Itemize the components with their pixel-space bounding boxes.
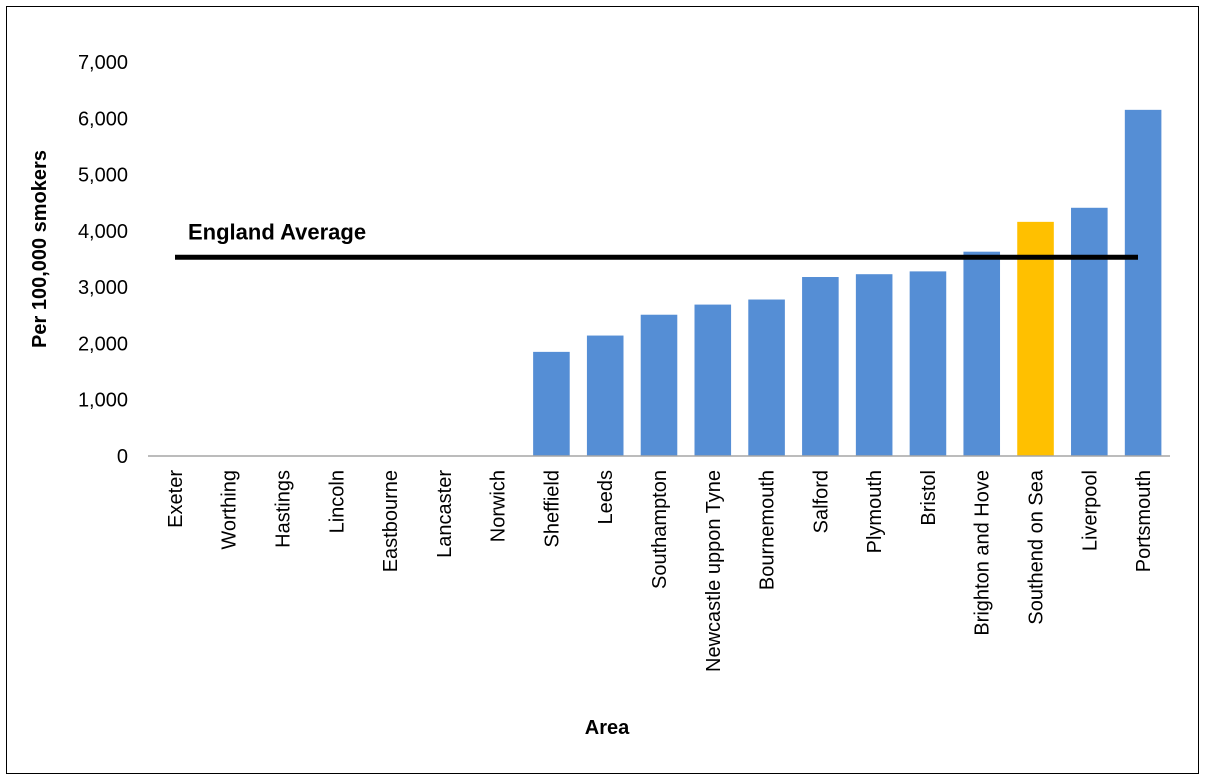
y-tick-label: 0	[117, 446, 128, 468]
y-tick-label: 7,000	[78, 52, 128, 74]
x-axis-title: Area	[585, 717, 630, 739]
x-tick-label: Leeds	[595, 470, 617, 525]
y-tick-label: 2,000	[78, 333, 128, 355]
x-tick-label: Bristol	[918, 470, 940, 526]
bar	[909, 271, 947, 456]
x-tick-label: Newcastle uppon Tyne	[703, 470, 725, 672]
y-axis-ticks: 0 1,000 2,000 3,000 4,000 5,000 6,000 7,000	[78, 52, 128, 468]
y-axis-title: Per 100,000 smokers	[29, 150, 51, 348]
x-tick-label: Eastbourne	[380, 470, 402, 572]
bar	[1017, 221, 1054, 456]
y-tick-label: 3,000	[78, 277, 128, 299]
bar	[802, 277, 839, 456]
bar	[1071, 207, 1108, 456]
bar	[855, 274, 893, 456]
x-tick-label: Lancaster	[434, 470, 456, 558]
x-tick-label: Worthing	[219, 470, 241, 550]
x-tick-label: Lincoln	[326, 470, 348, 533]
england-average-label: England Average	[188, 219, 366, 244]
x-tick-label: Southampton	[649, 470, 671, 589]
bar	[1124, 109, 1162, 456]
bar	[640, 314, 678, 456]
bar	[748, 299, 785, 456]
bars	[533, 109, 1162, 456]
x-tick-label: Bournemouth	[757, 470, 779, 590]
y-tick-label: 5,000	[78, 165, 128, 187]
x-tick-label: Plymouth	[864, 470, 886, 553]
bar	[694, 304, 732, 456]
y-tick-label: 6,000	[78, 108, 128, 130]
x-tick-label: Liverpool	[1079, 470, 1101, 551]
x-tick-label: Exeter	[165, 470, 187, 528]
bar	[533, 351, 570, 456]
x-axis-ticks: Exeter Worthing Hastings Lincoln Eastbourne L…	[165, 469, 1155, 672]
bar	[963, 251, 1001, 456]
x-tick-label: Salford	[810, 470, 832, 533]
y-tick-label: 4,000	[78, 221, 128, 243]
x-tick-label: Portsmouth	[1133, 470, 1155, 572]
x-tick-label: Sheffield	[541, 470, 563, 547]
x-tick-label: Brighton and Hove	[972, 470, 994, 636]
x-tick-label: Hastings	[272, 470, 294, 548]
bar	[586, 335, 624, 456]
y-tick-label: 1,000	[78, 390, 128, 412]
x-tick-label: Norwich	[488, 470, 510, 542]
x-tick-label: Southend on Sea	[1026, 469, 1048, 624]
